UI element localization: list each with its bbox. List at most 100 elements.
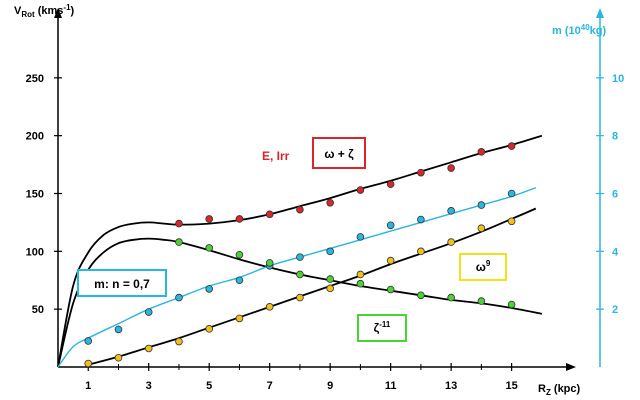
annotation-sup: 9: [486, 259, 491, 268]
data-point: [507, 300, 516, 309]
annotation-box: [312, 137, 366, 169]
data-point: [114, 325, 123, 334]
data-point: [386, 180, 395, 189]
y-axis-left-title-main: V: [14, 5, 22, 17]
y-left-tick-label: 150: [26, 189, 44, 201]
data-point: [144, 344, 153, 353]
y-axis-right-title-unit: kg): [590, 25, 607, 37]
x-tick-label: 13: [445, 380, 457, 392]
y-left-tick-label: 50: [32, 304, 44, 316]
data-point: [205, 215, 214, 223]
x-tick-label: 3: [146, 380, 152, 392]
x-tick-label: 1: [85, 380, 91, 392]
y-axis-left-arrow: [54, 8, 62, 18]
y-left-tick-label: 200: [26, 131, 44, 143]
data-point: [235, 314, 244, 323]
annotation-label: E, Irr: [262, 149, 290, 163]
data-point: [235, 276, 244, 285]
data-point: [356, 233, 365, 241]
data-point: [175, 293, 183, 302]
data-point: [265, 210, 274, 219]
data-point: [507, 217, 516, 226]
annotation-text: ω: [476, 260, 486, 274]
data-point: [144, 308, 153, 316]
data-point: [447, 207, 455, 215]
data-point: [386, 256, 395, 265]
x-tick-label: 9: [327, 380, 333, 392]
x-axis-title-sub: Z: [546, 388, 551, 397]
y-axis-right-arrow: [596, 8, 604, 18]
data-point: [205, 285, 214, 293]
y-axis-right-title: m (1040kg): [552, 23, 606, 37]
y-axis-right-title-sup: 40: [581, 23, 590, 32]
data-point: [326, 247, 334, 256]
x-tick-label: 15: [505, 380, 517, 392]
annotation-text: E, Irr: [262, 149, 290, 163]
x-axis-title-unit: (kpc): [551, 383, 581, 395]
x-axis-arrow: [566, 363, 576, 371]
data-point: [507, 142, 516, 150]
data-point: [447, 164, 455, 172]
x-axis-title: RZ (kpc): [538, 383, 581, 397]
fit-curve: [57, 134, 543, 368]
fit-curve: [87, 207, 537, 366]
fit-curve: [57, 237, 543, 368]
data-point: [326, 284, 334, 293]
data-point: [175, 238, 183, 246]
data-point: [356, 279, 365, 288]
data-point: [296, 270, 304, 279]
data-point: [447, 293, 455, 302]
data-point: [417, 168, 425, 177]
y-left-tick-label: 250: [26, 73, 44, 85]
annotation-label: ω + ζ: [324, 147, 354, 161]
data-point: [235, 251, 244, 259]
y-axis-left-title: VRot (kms-1): [14, 3, 75, 19]
annotation-text: ζ: [374, 321, 380, 335]
annotations: E, Irr ω + ζ m: n = 0,7 ω9 ζ-11: [77, 137, 507, 342]
x-tick-label: 7: [267, 380, 273, 392]
y-axis-left-title-unit: (kms: [35, 5, 64, 17]
data-point: [175, 337, 183, 346]
data-point: [386, 285, 395, 294]
y-axis-left-title-sup: -1: [63, 3, 71, 12]
x-axis-title-main: R: [538, 383, 546, 395]
y-right-tick-label: 8: [612, 131, 618, 143]
data-point: [326, 198, 334, 207]
fit-curves: [57, 134, 543, 368]
data-point: [507, 189, 516, 198]
annotation-text: ω + ζ: [324, 147, 354, 161]
data-point: [417, 247, 425, 256]
y-right-tick-label: 10: [612, 73, 624, 85]
annotation-label: ω9: [476, 259, 491, 274]
annotation-label: ζ-11: [374, 320, 391, 335]
x-tick-label: 5: [206, 380, 212, 392]
y-left-tick-label: 100: [26, 246, 44, 258]
y-axis-right-title-main: m (10: [552, 25, 581, 37]
data-point: [296, 253, 304, 261]
data-point: [84, 359, 93, 368]
annotation-box: [357, 314, 407, 342]
y-axis-left-title-close: ): [71, 5, 75, 17]
data-point: [84, 337, 93, 345]
data-point: [477, 224, 486, 233]
data-point: [477, 297, 486, 305]
data-point: [265, 303, 274, 311]
data-point: [417, 215, 425, 224]
data-point: [477, 201, 486, 209]
data-point: [326, 275, 334, 283]
y-axis-left-title-sub: Rot: [21, 10, 35, 19]
annotation-sup: -11: [379, 320, 391, 329]
data-point: [205, 244, 214, 252]
data-point: [477, 148, 486, 156]
data-point: [356, 270, 365, 279]
data-point: [235, 215, 244, 223]
data-point: [296, 205, 304, 214]
x-tick-label: 11: [385, 380, 397, 392]
y-right-tick-label: 6: [612, 189, 618, 201]
y-right-tick-label: 2: [612, 304, 618, 316]
data-point: [265, 259, 274, 267]
annotation-label: m: n = 0,7: [94, 277, 150, 291]
data-point: [296, 293, 304, 302]
